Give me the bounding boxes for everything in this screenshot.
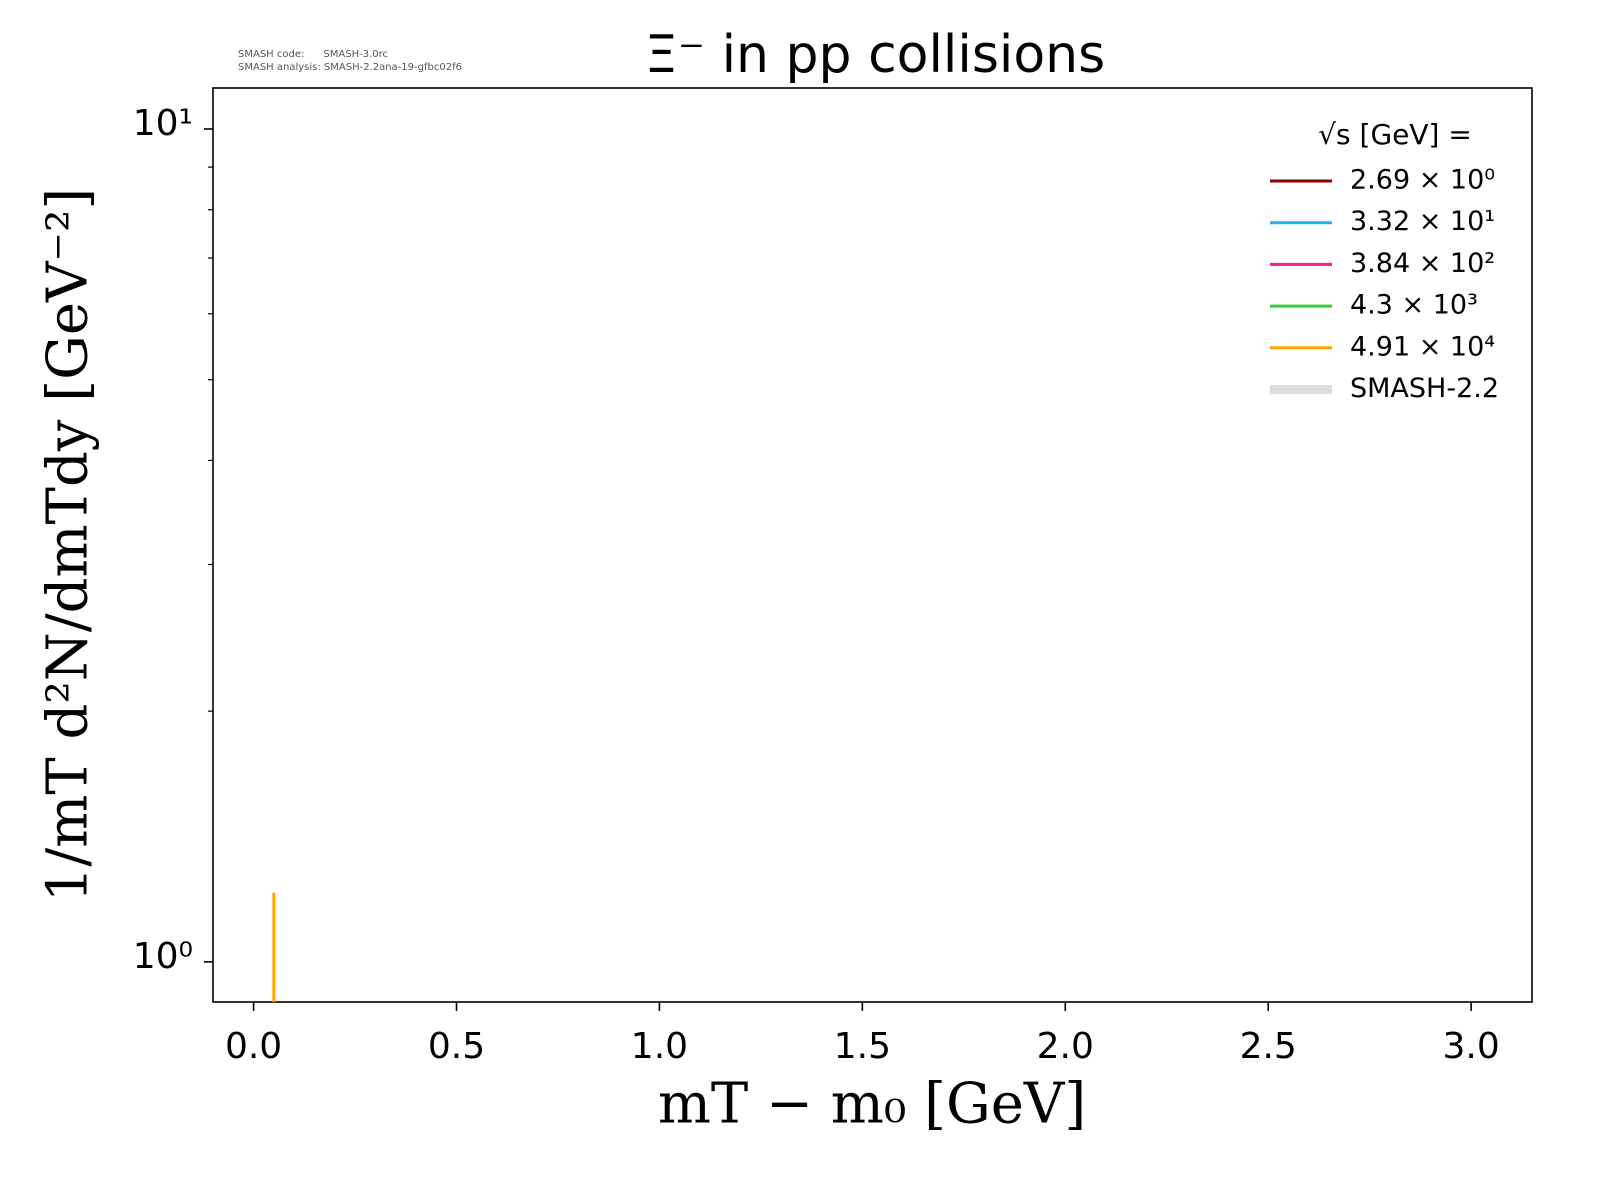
y-axis-label: 1/mT d²N/dmTdy [GeV⁻²] bbox=[36, 188, 101, 903]
annotation: SMASH analysis: SMASH-2.2ana-19-gfbc02f6 bbox=[238, 62, 462, 73]
annotation: SMASH code: SMASH-3.0rc bbox=[238, 49, 388, 60]
legend-label: 3.84 × 10² bbox=[1350, 248, 1495, 279]
x-tick-label: 2.0 bbox=[1037, 1026, 1094, 1067]
legend-label: 4.3 × 10³ bbox=[1350, 290, 1478, 321]
x-tick-label: 0.0 bbox=[225, 1026, 282, 1067]
legend-label: 4.91 × 10⁴ bbox=[1350, 331, 1495, 362]
x-tick-label: 1.0 bbox=[631, 1026, 688, 1067]
legend-label: 2.69 × 10⁰ bbox=[1350, 165, 1495, 196]
x-tick-label: 0.5 bbox=[428, 1026, 485, 1067]
y-tick-label: 10¹ bbox=[133, 103, 193, 144]
x-axis-label: mT − m₀ [GeV] bbox=[658, 1072, 1086, 1137]
x-tick-label: 1.5 bbox=[834, 1026, 891, 1067]
legend-label: SMASH-2.2 bbox=[1350, 373, 1499, 404]
chart-title: Ξ⁻ in pp collisions bbox=[645, 25, 1105, 85]
x-tick-label: 2.5 bbox=[1240, 1026, 1297, 1067]
plot-frame bbox=[212, 87, 1533, 1003]
y-tick-label: 10⁰ bbox=[133, 936, 193, 977]
legend-label: 3.32 × 10¹ bbox=[1350, 206, 1495, 237]
legend-title: √s [GeV] = bbox=[1318, 118, 1472, 151]
x-tick-label: 3.0 bbox=[1442, 1026, 1499, 1067]
